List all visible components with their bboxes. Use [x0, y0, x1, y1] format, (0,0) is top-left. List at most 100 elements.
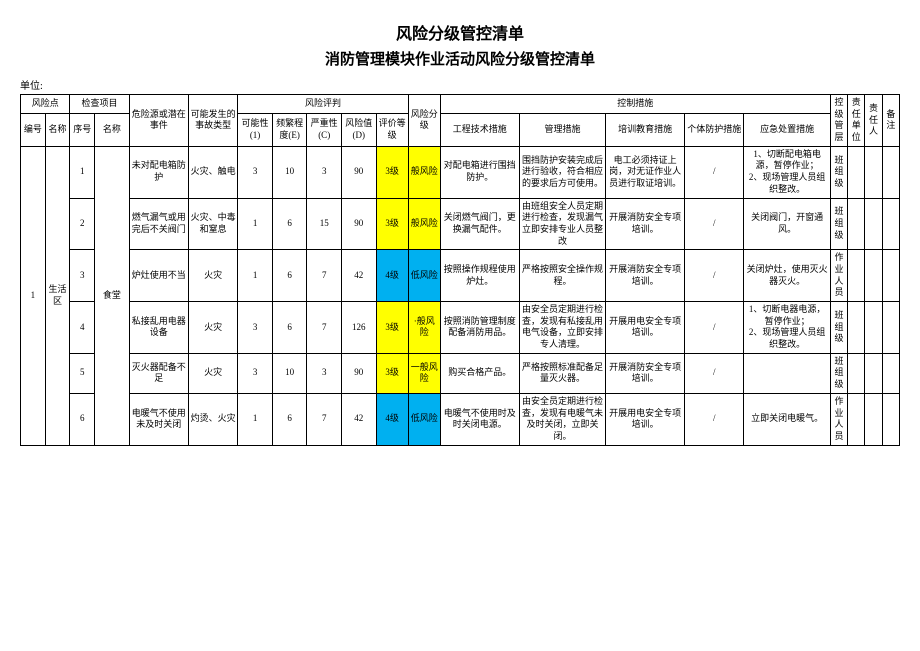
cell-mgmt: 围挡防护安装完成后进行验收，符合相应的要求后方可使用。 — [519, 146, 605, 198]
cell-remark — [882, 353, 899, 393]
cell-d: 126 — [341, 302, 376, 354]
hdr-remark: 备注 — [882, 95, 899, 147]
cell-e: 10 — [272, 146, 307, 198]
cell-resp-unit — [848, 198, 865, 250]
cell-point-name: 生活区 — [45, 146, 70, 445]
cell-l: 3 — [238, 353, 273, 393]
cell-resp-person — [865, 302, 882, 354]
cell-remark — [882, 198, 899, 250]
cell-ctrl-level: 作业人员 — [830, 250, 847, 302]
hdr-eng: 工程技术措施 — [440, 114, 519, 147]
cell-eng: 对配电箱进行围挡防护。 — [440, 146, 519, 198]
cell-mgmt: 严格按照标准配备足量灭火器。 — [519, 353, 605, 393]
hdr-name2: 名称 — [95, 114, 130, 147]
hdr-severity: 严重性(C) — [307, 114, 342, 147]
cell-accident: 灼烫、火灾 — [188, 393, 237, 445]
cell-seq: 5 — [70, 353, 95, 393]
hdr-name: 名称 — [45, 114, 70, 147]
cell-level: 低风险 — [408, 393, 440, 445]
cell-accident: 火灾、触电 — [188, 146, 237, 198]
cell-resp-unit — [848, 250, 865, 302]
cell-hazard: 炉灶使用不当 — [129, 250, 188, 302]
hdr-risk-point: 风险点 — [21, 95, 70, 114]
hdr-id: 编号 — [21, 114, 46, 147]
hdr-train: 培训教育措施 — [606, 114, 685, 147]
cell-resp-unit — [848, 353, 865, 393]
hdr-risk-value: 风险值(D) — [341, 114, 376, 147]
cell-train: 电工必须持证上岗，对无证作业人员进行取证培训。 — [606, 146, 685, 198]
cell-c: 15 — [307, 198, 342, 250]
cell-emergency: 立即关闭电暖气。 — [744, 393, 830, 445]
cell-resp-unit — [848, 302, 865, 354]
cell-emergency: 1、切断电器电源，暂停作业； 2、现场管理人员组织整改。 — [744, 302, 830, 354]
cell-ppe: / — [685, 146, 744, 198]
hdr-possibility: 可能性(1) — [238, 114, 273, 147]
cell-train: 开展消防安全专项培训。 — [606, 198, 685, 250]
hdr-risk-eval: 风险评判 — [238, 95, 408, 114]
cell-hazard: 灭火器配备不足 — [129, 353, 188, 393]
cell-emergency: 关闭阀门，开窗通风。 — [744, 198, 830, 250]
hdr-ppe: 个体防护措施 — [685, 114, 744, 147]
cell-train: 开展消防安全专项培训。 — [606, 250, 685, 302]
cell-c: 7 — [307, 302, 342, 354]
table-row: 1生活区1食堂未对配电箱防护火灾、触电3103903级般风险对配电箱进行围挡防护… — [21, 146, 900, 198]
hdr-resp-person: 责任人 — [865, 95, 882, 147]
cell-level: 般风险 — [408, 198, 440, 250]
cell-c: 3 — [307, 146, 342, 198]
cell-ctrl-level: 班组级 — [830, 198, 847, 250]
cell-resp-person — [865, 146, 882, 198]
cell-grade: 4级 — [376, 393, 408, 445]
table-row: 6电暖气不使用未及时关闭灼烫、火灾167424级低风险电暖气不使用时及时关闭电源… — [21, 393, 900, 445]
cell-l: 1 — [238, 393, 273, 445]
cell-ctrl-level: 班组级 — [830, 302, 847, 354]
cell-accident: 火灾 — [188, 250, 237, 302]
cell-ctrl-level: 作业人员 — [830, 393, 847, 445]
cell-resp-person — [865, 393, 882, 445]
cell-ppe: / — [685, 302, 744, 354]
hdr-seq: 序号 — [70, 114, 95, 147]
cell-l: 3 — [238, 302, 273, 354]
cell-mgmt: 由安全员定期进行检查，发现有私接乱用电气设备，立即安排专人清理。 — [519, 302, 605, 354]
cell-grade: 3级 — [376, 198, 408, 250]
cell-l: 3 — [238, 146, 273, 198]
cell-eng: 购买合格产品。 — [440, 353, 519, 393]
hdr-risk-level: 风险分级 — [408, 95, 440, 147]
cell-resp-person — [865, 353, 882, 393]
cell-remark — [882, 302, 899, 354]
table-body: 1生活区1食堂未对配电箱防护火灾、触电3103903级般风险对配电箱进行围挡防护… — [21, 146, 900, 445]
cell-resp-person — [865, 250, 882, 302]
hdr-ctrl-level: 控级管层 — [830, 95, 847, 147]
cell-seq: 1 — [70, 146, 95, 198]
cell-seq: 6 — [70, 393, 95, 445]
cell-accident: 火灾 — [188, 353, 237, 393]
cell-accident: 火灾 — [188, 302, 237, 354]
risk-table: 风险点 检查项目 危险源或潜在事件 可能发生的事故类型 风险评判 风险分级 控制… — [20, 94, 900, 446]
hdr-accident: 可能发生的事故类型 — [188, 95, 237, 147]
unit-label: 单位: — [20, 77, 900, 92]
cell-train: 开展用电安全专项培训。 — [606, 393, 685, 445]
hdr-resp-unit: 责任单位 — [848, 95, 865, 147]
table-row: 4私接乱用电器设备火灾3671263级·般风险按照消防管理制度配备消防用品。由安… — [21, 302, 900, 354]
hdr-ctrl-measures: 控制措施 — [440, 95, 830, 114]
cell-grade: 4级 — [376, 250, 408, 302]
cell-point-id: 1 — [21, 146, 46, 445]
cell-emergency: 关闭炉灶，使用灭火器灭火。 — [744, 250, 830, 302]
hdr-mgmt: 管理措施 — [519, 114, 605, 147]
cell-mgmt: 由安全员定期进行检查，发现有电暖气未及时关闭，立即关闭。 — [519, 393, 605, 445]
cell-level: ·般风险 — [408, 302, 440, 354]
cell-train: 开展消防安全专项培训。 — [606, 353, 685, 393]
cell-eng: 按照操作规程使用炉灶。 — [440, 250, 519, 302]
cell-mgmt: 由班组安全人员定期进行检查，发现漏气立即安排专业人员整改 — [519, 198, 605, 250]
cell-seq: 2 — [70, 198, 95, 250]
cell-l: 1 — [238, 198, 273, 250]
hdr-eval-grade: 评价等级 — [376, 114, 408, 147]
cell-emergency: 1、切断配电箱电源，暂停作业； 2、现场管理人员组织整改。 — [744, 146, 830, 198]
cell-remark — [882, 146, 899, 198]
cell-seq: 3 — [70, 250, 95, 302]
cell-eng: 电暖气不使用时及时关闭电源。 — [440, 393, 519, 445]
hdr-emergency: 应急处置措施 — [744, 114, 830, 147]
cell-d: 90 — [341, 198, 376, 250]
cell-c: 7 — [307, 393, 342, 445]
cell-ppe: / — [685, 353, 744, 393]
cell-eng: 按照消防管理制度配备消防用品。 — [440, 302, 519, 354]
